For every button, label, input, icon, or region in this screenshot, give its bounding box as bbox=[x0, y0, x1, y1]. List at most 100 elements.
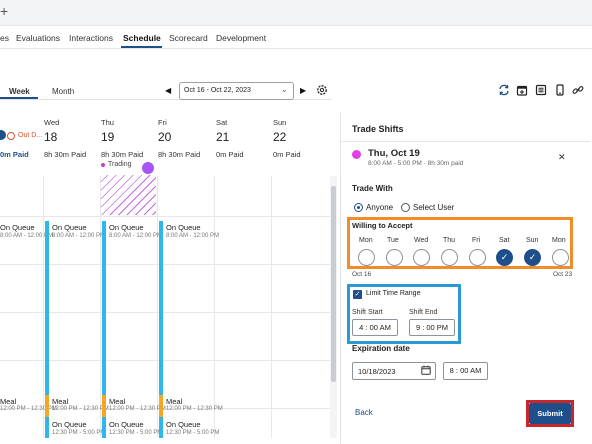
out-of-office-icon bbox=[7, 132, 15, 140]
queue-bar[interactable] bbox=[102, 417, 106, 438]
previous-week-icon[interactable]: ◀ bbox=[165, 86, 172, 95]
trading-hatch bbox=[100, 175, 156, 215]
radio-select-user[interactable] bbox=[401, 203, 410, 212]
gear-icon[interactable] bbox=[316, 84, 328, 96]
day-paid-fri: 8h 30m Paid bbox=[158, 150, 201, 159]
radio-anyone[interactable] bbox=[354, 203, 363, 212]
calendar-add-icon[interactable] bbox=[516, 84, 528, 96]
trade-marker[interactable] bbox=[142, 162, 154, 174]
expiration-time-input[interactable]: 8 : 00 AM bbox=[443, 362, 488, 380]
weekday-label-fri: Fri bbox=[472, 237, 481, 244]
tab-schedule[interactable]: Schedule bbox=[123, 33, 161, 43]
weekday-label-mon: Mon bbox=[359, 237, 373, 244]
grid-line bbox=[0, 216, 330, 217]
day-name-sun: Sun bbox=[273, 118, 287, 127]
shift-title[interactable]: Meal bbox=[166, 397, 183, 406]
shift-title[interactable]: On Queue bbox=[0, 223, 35, 232]
radio-select-user-label[interactable]: Select User bbox=[413, 203, 455, 212]
weekday-toggle-thu[interactable] bbox=[441, 249, 458, 266]
shift-date: Thu, Oct 19 bbox=[368, 148, 420, 159]
day-paid-wed: 8h 30m Paid bbox=[44, 150, 87, 159]
day-name-thu: Thu bbox=[101, 118, 114, 127]
view-tab-week[interactable]: Week bbox=[9, 87, 30, 96]
toolbar-divider bbox=[0, 99, 332, 100]
trading-label: Trading bbox=[108, 161, 132, 168]
day-paid-tue: 0m Paid bbox=[0, 150, 29, 159]
queue-bar[interactable] bbox=[45, 417, 49, 438]
close-icon[interactable]: ✕ bbox=[558, 152, 566, 162]
weekday-label-mon-next: Mon bbox=[552, 237, 566, 244]
shift-time: 8:00 AM - 12:00 PM bbox=[52, 233, 106, 239]
limit-time-label[interactable]: Limit Time Range bbox=[366, 290, 421, 297]
back-button[interactable]: Back bbox=[355, 408, 373, 417]
tab-interactions[interactable]: Interactions bbox=[69, 33, 113, 43]
meal-bar[interactable] bbox=[102, 395, 106, 417]
top-strip bbox=[0, 0, 592, 26]
shift-title[interactable]: Meal bbox=[52, 397, 69, 406]
meal-bar[interactable] bbox=[45, 395, 49, 417]
queue-bar[interactable] bbox=[159, 221, 163, 395]
out-of-office-label: Out D... bbox=[18, 132, 43, 139]
weekday-toggle-mon[interactable] bbox=[358, 249, 375, 266]
weekday-toggle-fri[interactable] bbox=[469, 249, 486, 266]
mobile-icon[interactable] bbox=[554, 84, 566, 96]
weekday-label-thu: Thu bbox=[443, 237, 456, 244]
expiration-date-input[interactable] bbox=[352, 362, 436, 380]
scrollbar-thumb[interactable] bbox=[331, 186, 336, 382]
grid-line bbox=[43, 176, 44, 438]
queue-bar[interactable] bbox=[45, 221, 49, 395]
link-icon[interactable] bbox=[572, 84, 584, 96]
willing-to-accept-label: Willing to Accept bbox=[352, 221, 413, 230]
tab-activities[interactable]: es bbox=[0, 33, 9, 43]
tab-development[interactable]: Development bbox=[216, 33, 267, 43]
tab-scorecard[interactable]: Scorecard bbox=[169, 33, 208, 43]
queue-bar[interactable] bbox=[102, 221, 106, 395]
radio-anyone-label[interactable]: Anyone bbox=[366, 203, 394, 212]
shift-title[interactable]: On Queue bbox=[166, 420, 201, 429]
panel-title: Trade Shifts bbox=[352, 124, 404, 134]
weekday-toggle-sun[interactable]: ✓ bbox=[524, 249, 541, 266]
calendar-icon[interactable] bbox=[421, 365, 431, 375]
date-range-select[interactable] bbox=[179, 82, 294, 100]
weekday-toggle-tue[interactable] bbox=[386, 249, 403, 266]
meal-bar[interactable] bbox=[159, 395, 163, 417]
shift-title[interactable]: On Queue bbox=[166, 223, 201, 232]
sync-icon[interactable] bbox=[498, 84, 510, 96]
weekday-toggle-wed[interactable] bbox=[413, 249, 430, 266]
shift-title[interactable]: On Queue bbox=[52, 223, 87, 232]
limit-time-checkbox[interactable]: ✓ bbox=[353, 290, 362, 299]
trade-shifts-panel bbox=[340, 112, 592, 444]
tab-evaluations[interactable]: Evaluations bbox=[16, 33, 60, 43]
grid-line bbox=[157, 176, 158, 438]
weekday-label-tue: Tue bbox=[387, 237, 399, 244]
next-week-icon[interactable]: ▶ bbox=[300, 86, 307, 95]
shift-time: 12:00 PM - 12:30 PM bbox=[109, 406, 166, 412]
day-name-wed: Wed bbox=[44, 118, 60, 127]
list-icon[interactable] bbox=[535, 84, 547, 96]
view-tab-month[interactable]: Month bbox=[52, 87, 75, 96]
weekday-toggle-sat[interactable]: ✓ bbox=[496, 249, 513, 266]
weekday-toggle-mon-next[interactable] bbox=[552, 249, 569, 266]
shift-title[interactable]: On Queue bbox=[109, 223, 144, 232]
shift-title[interactable]: Meal bbox=[109, 397, 126, 406]
shift-title[interactable]: On Queue bbox=[109, 420, 144, 429]
panel-divider bbox=[340, 141, 590, 142]
submit-highlight bbox=[526, 400, 574, 427]
range-end-date: Oct 23 bbox=[553, 271, 573, 278]
date-range-label: Oct 16 - Oct 22, 2023 bbox=[184, 87, 251, 94]
plus-icon[interactable]: + bbox=[0, 3, 9, 19]
calendar-grid: On Queue 8:00 AM - 12:00 PM Meal 12:00 P… bbox=[0, 176, 330, 438]
shift-color-dot bbox=[352, 150, 361, 159]
day-name-fri: Fri bbox=[158, 118, 167, 127]
shift-title[interactable]: Meal bbox=[0, 397, 17, 406]
queue-bar[interactable] bbox=[159, 417, 163, 438]
shift-title[interactable]: On Queue bbox=[52, 420, 87, 429]
shift-start-label: Shift Start bbox=[352, 309, 383, 316]
shift-time: 12:00 PM - 12:30 PM bbox=[166, 406, 223, 412]
submit-button[interactable]: Submit bbox=[529, 403, 571, 424]
day-number-wed: 18 bbox=[44, 130, 58, 144]
shift-start-time-input[interactable]: 4 : 00 AM bbox=[352, 319, 398, 336]
day-number-sat: 21 bbox=[216, 130, 230, 144]
shift-end-time-input[interactable]: 9 : 00 PM bbox=[409, 319, 455, 336]
grid-line bbox=[100, 176, 101, 438]
